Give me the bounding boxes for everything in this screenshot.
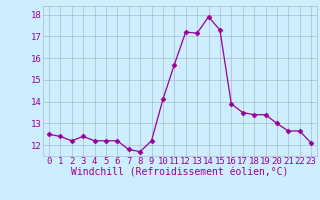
X-axis label: Windchill (Refroidissement éolien,°C): Windchill (Refroidissement éolien,°C) [71,168,289,178]
